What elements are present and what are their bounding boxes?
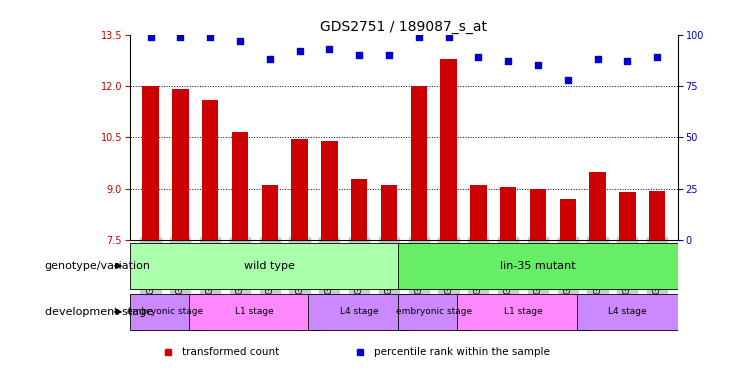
Point (651, 54, 663, 60)
Point (562, 77, 574, 83)
Point (413, 33, 425, 40)
Bar (398, 243, 678, 289)
Text: development stage: development stage (44, 307, 153, 317)
Bar (649, 190, 665, 240)
Point (323, 46, 335, 52)
Point (353, 52, 365, 58)
Bar (411, 86, 427, 240)
Bar (202, 100, 219, 240)
Text: L1 stage: L1 stage (504, 307, 542, 316)
Text: lin-35 mutant: lin-35 mutant (500, 261, 576, 271)
Bar (130, 243, 410, 289)
Bar (398, 294, 469, 330)
Point (532, 62, 544, 68)
Text: embryonic stage: embryonic stage (396, 307, 472, 316)
Point (144, 33, 156, 40)
Bar (189, 294, 320, 330)
Point (383, 52, 395, 58)
Text: L4 stage: L4 stage (340, 307, 379, 316)
Bar (130, 294, 202, 330)
Bar (457, 294, 588, 330)
Bar (381, 185, 397, 240)
Bar (321, 141, 338, 240)
Text: L4 stage: L4 stage (608, 307, 647, 316)
Bar (500, 187, 516, 240)
Bar (232, 132, 248, 240)
Point (591, 56, 603, 62)
Point (442, 33, 454, 40)
Bar (589, 172, 605, 240)
Point (473, 54, 485, 60)
Bar (172, 89, 188, 240)
Point (622, 58, 634, 65)
Bar (142, 86, 159, 240)
Text: percentile rank within the sample: percentile rank within the sample (373, 347, 550, 357)
Point (264, 56, 276, 62)
Text: transformed count: transformed count (182, 347, 279, 357)
Bar (308, 294, 410, 330)
Bar (470, 185, 487, 240)
Text: wild type: wild type (245, 261, 295, 271)
Point (174, 33, 186, 40)
Point (205, 33, 216, 40)
Bar (440, 58, 456, 240)
Bar (559, 199, 576, 240)
Bar (619, 192, 636, 240)
Point (502, 58, 514, 65)
Title: GDS2751 / 189087_s_at: GDS2751 / 189087_s_at (320, 20, 488, 33)
Bar (291, 139, 308, 240)
Text: embryonic stage: embryonic stage (127, 307, 204, 316)
Text: L1 stage: L1 stage (236, 307, 274, 316)
Bar (530, 189, 546, 240)
Bar (351, 179, 368, 240)
Point (293, 48, 305, 54)
Bar (576, 294, 678, 330)
Bar (262, 185, 278, 240)
Text: genotype/variation: genotype/variation (44, 261, 150, 271)
Point (234, 38, 246, 44)
